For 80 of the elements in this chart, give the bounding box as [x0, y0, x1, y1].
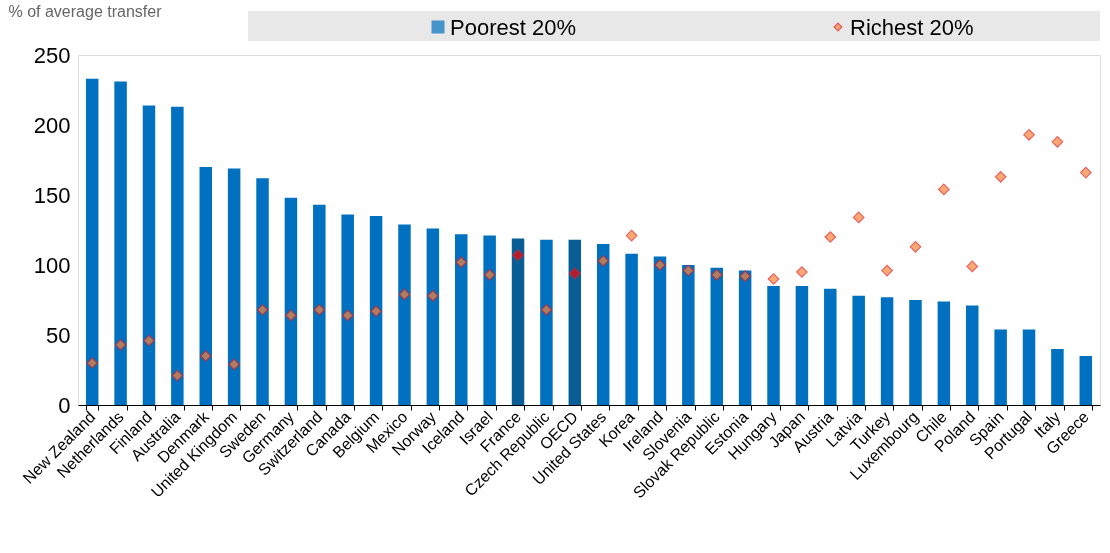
- y-axis-title: % of average transfer: [8, 2, 163, 20]
- point: [256, 303, 269, 316]
- point: [1079, 166, 1092, 179]
- bar: [511, 238, 525, 405]
- point: [86, 357, 99, 369]
- bar: [795, 286, 809, 405]
- point: [1051, 135, 1064, 148]
- point: [966, 260, 979, 273]
- bar: [710, 267, 723, 405]
- point: [398, 288, 411, 301]
- bar: [852, 295, 865, 405]
- point: [739, 270, 751, 283]
- point: [682, 264, 695, 277]
- bar: [540, 239, 553, 405]
- point: [909, 240, 922, 253]
- bar: [966, 305, 979, 405]
- point: [710, 268, 723, 281]
- point: [228, 358, 240, 371]
- bar: [994, 329, 1007, 405]
- point: [625, 229, 638, 242]
- point: [483, 268, 496, 281]
- bar: [596, 244, 610, 405]
- point: [654, 259, 666, 271]
- bar: [313, 204, 326, 405]
- bar: [1079, 356, 1093, 405]
- bar: [568, 239, 582, 405]
- bar: [1022, 329, 1036, 405]
- point: [938, 183, 950, 196]
- y-tick-label: 200: [33, 112, 71, 138]
- bar: [114, 81, 127, 405]
- bar: [171, 106, 184, 405]
- point: [313, 303, 326, 316]
- bar: [738, 270, 752, 405]
- bar: [142, 105, 156, 405]
- bar: [369, 216, 383, 405]
- bar: [880, 297, 894, 405]
- bar: [455, 234, 468, 405]
- point: [796, 266, 808, 278]
- y-tick-label: 150: [33, 182, 71, 208]
- bar: [284, 197, 298, 405]
- point: [171, 369, 184, 382]
- point: [512, 249, 524, 262]
- bar: [199, 167, 212, 405]
- bar: [1051, 349, 1064, 405]
- point: [994, 170, 1007, 183]
- bar: [227, 168, 241, 405]
- bar: [625, 253, 638, 405]
- bar: [398, 224, 411, 405]
- point: [597, 254, 610, 267]
- bar: [909, 300, 922, 405]
- bar: [767, 286, 780, 405]
- point: [341, 309, 354, 322]
- point: [824, 231, 837, 243]
- bar: [483, 235, 496, 405]
- bar: [682, 265, 695, 405]
- bar: [341, 214, 354, 405]
- point: [881, 264, 893, 277]
- point: [852, 211, 865, 224]
- point: [427, 289, 439, 302]
- legend-label: Poorest 20%: [450, 15, 576, 40]
- bar: [256, 178, 269, 405]
- point: [143, 334, 155, 347]
- point: [370, 305, 382, 318]
- point: [568, 267, 581, 280]
- point: [114, 338, 127, 351]
- bar: [85, 78, 99, 405]
- bar: [937, 301, 951, 405]
- point: [199, 350, 212, 362]
- bar: [824, 288, 837, 405]
- point: [1023, 128, 1035, 141]
- point: [540, 303, 553, 316]
- y-tick-label: 100: [33, 252, 71, 278]
- bar: [426, 228, 440, 405]
- point: [767, 273, 780, 285]
- bar: [653, 256, 667, 405]
- y-tick-label: 50: [46, 322, 71, 348]
- point: [455, 256, 468, 269]
- point: [285, 309, 297, 322]
- legend-label: Richest 20%: [850, 15, 974, 40]
- y-tick-label: 250: [33, 42, 71, 68]
